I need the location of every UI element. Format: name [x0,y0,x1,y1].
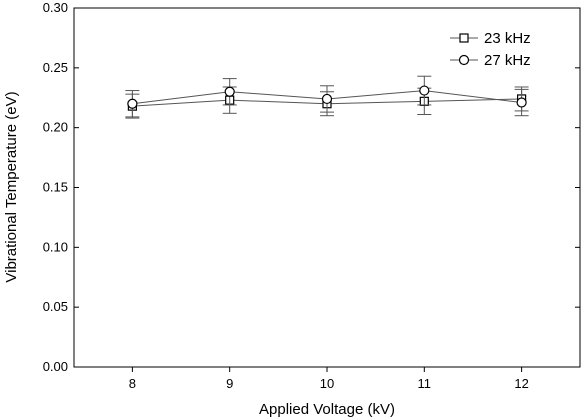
y-axis-title: Vibrational Temperature (eV) [3,91,20,282]
data-point [224,86,235,97]
y-tick-label: 0.00 [43,359,68,374]
legend: 23 kHz 27 kHz [450,30,531,69]
y-axis: 0.00 0.05 0.10 0.15 0.20 0.25 0.30 [43,0,580,374]
series-layer [125,75,529,119]
y-tick-label: 0.30 [43,0,68,15]
y-tick-label: 0.10 [43,239,68,254]
legend-label: 23 kHz [484,30,531,47]
legend-label: 27 kHz [484,52,531,69]
series-circle [125,75,529,118]
legend-marker [459,33,469,43]
x-tick-label: 12 [514,376,528,391]
y-tick-label: 0.20 [43,120,68,135]
x-tick-label: 8 [129,376,136,391]
data-point [321,93,333,105]
y-tick-label: 0.05 [43,299,68,314]
legend-marker [458,54,470,66]
data-point [127,98,138,109]
x-tick-label: 9 [226,376,233,391]
x-tick-label: 10 [320,376,334,391]
x-axis: 8 9 10 11 12 [129,367,529,391]
x-axis-title: Applied Voltage (kV) [259,401,395,418]
y-tick-label: 0.25 [43,60,68,75]
data-point [516,97,527,108]
x-tick-label: 11 [418,376,432,391]
y-tick-label: 0.15 [43,180,68,195]
data-point [419,85,430,96]
